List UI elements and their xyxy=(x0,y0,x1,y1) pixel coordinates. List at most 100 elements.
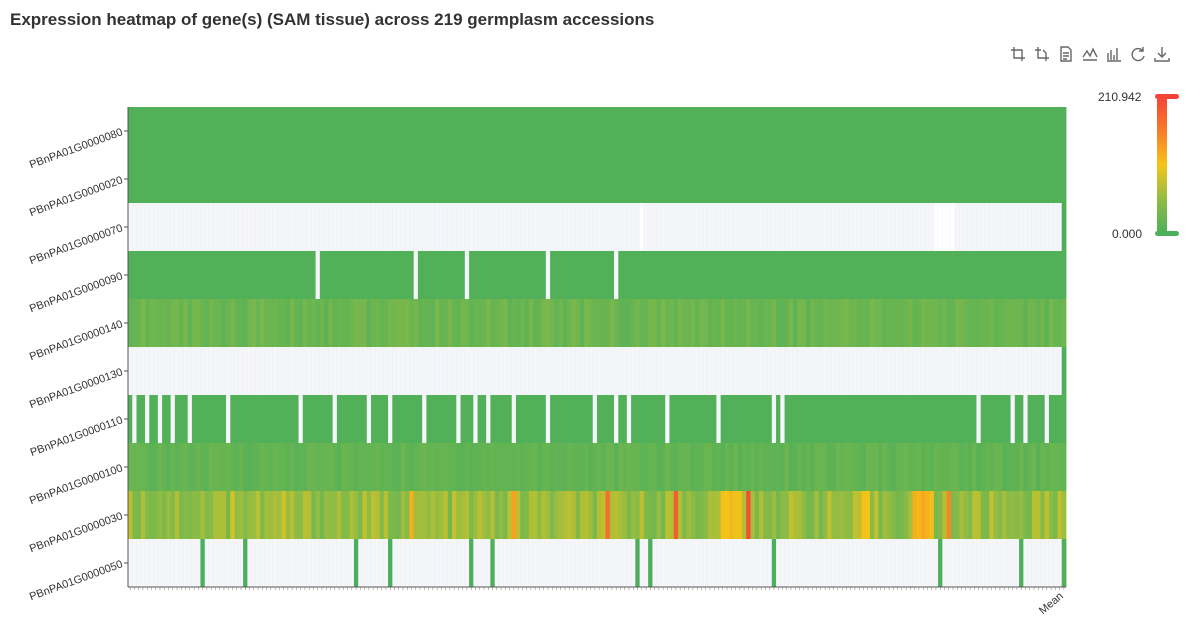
heatmap-cell[interactable] xyxy=(302,539,308,587)
heatmap-cell[interactable] xyxy=(997,299,1003,347)
heatmap-cell[interactable] xyxy=(810,395,815,443)
heatmap-cell[interactable] xyxy=(217,251,223,299)
heatmap-cell[interactable] xyxy=(678,107,683,155)
heatmap-cell[interactable] xyxy=(942,203,948,251)
heatmap-cell[interactable] xyxy=(673,155,679,203)
heatmap-cell[interactable] xyxy=(311,203,316,251)
heatmap-cell[interactable] xyxy=(319,107,325,155)
heatmap-cell[interactable] xyxy=(243,491,248,539)
heatmap-cell[interactable] xyxy=(933,203,939,251)
heatmap-cell[interactable] xyxy=(579,491,585,539)
heatmap-cell[interactable] xyxy=(136,251,142,299)
heatmap-cell[interactable] xyxy=(746,395,751,443)
heatmap-cell[interactable] xyxy=(908,299,913,347)
heatmap-cell[interactable] xyxy=(712,107,717,155)
heatmap-cell[interactable] xyxy=(341,347,346,395)
heatmap-cell[interactable] xyxy=(882,539,888,587)
heatmap-cell[interactable] xyxy=(187,251,193,299)
heatmap-cell[interactable] xyxy=(899,443,905,491)
heatmap-cell[interactable] xyxy=(972,443,977,491)
heatmap-cell[interactable] xyxy=(810,491,815,539)
heatmap-cell[interactable] xyxy=(1023,539,1029,587)
heatmap-cell[interactable] xyxy=(285,107,291,155)
heatmap-cell[interactable] xyxy=(200,395,206,443)
heatmap-cell[interactable] xyxy=(882,347,888,395)
heatmap-cell[interactable] xyxy=(1023,299,1029,347)
heatmap-cell[interactable] xyxy=(754,347,760,395)
heatmap-cell[interactable] xyxy=(255,107,261,155)
heatmap-cell[interactable] xyxy=(511,443,517,491)
heatmap-cell[interactable] xyxy=(128,443,133,491)
heatmap-cell[interactable] xyxy=(251,539,257,587)
heatmap-cell[interactable] xyxy=(652,443,658,491)
heatmap-cell[interactable] xyxy=(477,491,483,539)
heatmap-cell[interactable] xyxy=(1048,203,1054,251)
heatmap-cell[interactable] xyxy=(703,299,709,347)
heatmap-cell[interactable] xyxy=(703,539,709,587)
heatmap-cell[interactable] xyxy=(874,107,879,155)
heatmap-cell[interactable] xyxy=(929,539,935,587)
heatmap-cell[interactable] xyxy=(921,299,926,347)
heatmap-cell[interactable] xyxy=(933,347,939,395)
heatmap-cell[interactable] xyxy=(268,491,274,539)
heatmap-cell[interactable] xyxy=(1014,203,1020,251)
heatmap-cell[interactable] xyxy=(626,251,632,299)
heatmap-cell[interactable] xyxy=(567,299,572,347)
heatmap-cell[interactable] xyxy=(528,251,534,299)
heatmap-cell[interactable] xyxy=(601,107,606,155)
heatmap-cell[interactable] xyxy=(409,299,415,347)
heatmap-cell[interactable] xyxy=(255,539,261,587)
heatmap-cell[interactable] xyxy=(550,251,555,299)
heatmap-cell[interactable] xyxy=(315,107,321,155)
heatmap-cell[interactable] xyxy=(916,251,922,299)
heatmap-cell[interactable] xyxy=(818,299,824,347)
heatmap-cell[interactable] xyxy=(430,539,436,587)
heatmap-cell[interactable] xyxy=(1044,251,1050,299)
heatmap-cell[interactable] xyxy=(771,395,777,443)
heatmap-cell[interactable] xyxy=(550,203,555,251)
heatmap-cell[interactable] xyxy=(797,347,803,395)
heatmap-cell[interactable] xyxy=(149,539,154,587)
heatmap-cell[interactable] xyxy=(554,107,560,155)
heatmap-cell[interactable] xyxy=(869,539,875,587)
heatmap-cell[interactable] xyxy=(396,443,402,491)
heatmap-cell[interactable] xyxy=(255,395,261,443)
heatmap-cell[interactable] xyxy=(771,203,777,251)
heatmap-cell[interactable] xyxy=(302,107,308,155)
heatmap-cell[interactable] xyxy=(515,155,521,203)
heatmap-cell[interactable] xyxy=(626,395,632,443)
heatmap-cell[interactable] xyxy=(567,539,572,587)
heatmap-cell[interactable] xyxy=(942,539,948,587)
heatmap-cell[interactable] xyxy=(307,347,312,395)
heatmap-cell[interactable] xyxy=(464,107,470,155)
heatmap-cell[interactable] xyxy=(477,155,483,203)
heatmap-cell[interactable] xyxy=(400,539,406,587)
heatmap-cell[interactable] xyxy=(631,107,636,155)
heatmap-cell[interactable] xyxy=(912,347,918,395)
heatmap-cell[interactable] xyxy=(392,443,398,491)
heatmap-cell[interactable] xyxy=(528,107,534,155)
heatmap-cell[interactable] xyxy=(793,347,798,395)
heatmap-cell[interactable] xyxy=(277,395,282,443)
heatmap-cell[interactable] xyxy=(1061,539,1067,587)
heatmap-cell[interactable] xyxy=(652,107,658,155)
heatmap-cell[interactable] xyxy=(179,203,184,251)
heatmap-cell[interactable] xyxy=(315,395,321,443)
heatmap-cell[interactable] xyxy=(290,251,295,299)
heatmap-cell[interactable] xyxy=(869,443,875,491)
heatmap-cell[interactable] xyxy=(759,443,764,491)
heatmap-cell[interactable] xyxy=(324,203,329,251)
heatmap-cell[interactable] xyxy=(929,299,935,347)
heatmap-cell[interactable] xyxy=(145,251,150,299)
heatmap-cell[interactable] xyxy=(358,155,363,203)
heatmap-cell[interactable] xyxy=(797,491,803,539)
heatmap-cell[interactable] xyxy=(285,251,291,299)
heatmap-cell[interactable] xyxy=(238,251,244,299)
heatmap-cell[interactable] xyxy=(371,443,376,491)
heatmap-cell[interactable] xyxy=(477,251,483,299)
heatmap-cell[interactable] xyxy=(221,395,227,443)
heatmap-cell[interactable] xyxy=(831,155,837,203)
heatmap-cell[interactable] xyxy=(1061,155,1067,203)
heatmap-cell[interactable] xyxy=(515,107,521,155)
heatmap-cell[interactable] xyxy=(814,299,820,347)
